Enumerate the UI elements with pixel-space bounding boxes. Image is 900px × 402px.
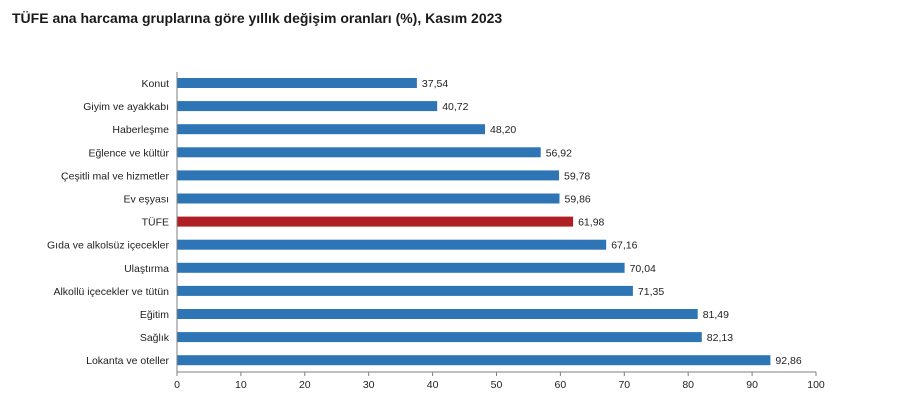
category-label: Eğlence ve kültür (88, 147, 169, 159)
x-tick-label: 40 (427, 379, 439, 391)
category-label: Ev eşyası (123, 194, 169, 206)
x-tick-label: 70 (618, 379, 630, 391)
value-label: 61,98 (578, 217, 604, 229)
value-label: 82,13 (707, 332, 733, 344)
value-label: 92,86 (775, 355, 801, 367)
x-tick-label: 0 (174, 379, 180, 391)
category-label: Lokanta ve oteller (86, 355, 169, 367)
bar-highlight (177, 216, 574, 227)
category-label: Ulaştırma (124, 263, 169, 275)
x-tick-label: 90 (746, 379, 758, 391)
category-label: TÜFE (142, 217, 169, 229)
value-label: 56,92 (546, 147, 572, 159)
x-tick-label: 30 (363, 379, 375, 391)
value-label: 40,72 (442, 101, 468, 113)
value-label: 59,78 (564, 170, 590, 182)
bars-layer (177, 78, 771, 366)
x-tick-label: 100 (807, 379, 825, 391)
bar (177, 332, 702, 343)
bar (177, 78, 417, 88)
x-tick-label: 10 (235, 379, 247, 391)
bar (177, 239, 607, 250)
bar (177, 355, 771, 366)
bar (177, 193, 560, 204)
value-label: 71,35 (638, 286, 664, 298)
value-label: 48,20 (490, 124, 516, 136)
value-label: 67,16 (611, 240, 637, 252)
value-label: 70,04 (630, 263, 656, 275)
category-label: Alkollü içecekler ve tütün (53, 286, 169, 298)
category-label: Haberleşme (112, 124, 169, 136)
category-label: Sağlık (140, 332, 170, 344)
bar (177, 101, 438, 112)
x-axis: 0 10 20 30 40 50 60 70 80 90 100 (174, 72, 825, 391)
category-label: Giyim ve ayakkabı (83, 101, 169, 113)
x-tick-label: 50 (491, 379, 503, 391)
bar (177, 285, 633, 296)
category-label: Eğitim (140, 309, 169, 321)
value-label: 81,49 (703, 309, 729, 321)
value-labels: 37,54 40,72 48,20 56,92 59,78 59,86 61,98 67,16… (422, 78, 802, 367)
x-tick-label: 20 (299, 379, 311, 391)
bar (177, 124, 485, 135)
chart-title: TÜFE ana harcama gruplarına göre yıllık … (12, 10, 503, 26)
bar (177, 170, 559, 181)
x-tick-label: 60 (555, 379, 567, 391)
bar (177, 262, 625, 273)
category-label: Çeşitli mal ve hizmetler (61, 170, 169, 182)
x-tick-label: 80 (682, 379, 694, 391)
bar (177, 147, 541, 158)
value-label: 37,54 (422, 78, 448, 90)
category-label: Gıda ve alkolsüz içecekler (47, 240, 169, 252)
bar (177, 309, 698, 319)
category-labels: Konut Giyim ve ayakkabı Haberleşme Eğlence … (47, 78, 170, 367)
category-label: Konut (142, 78, 170, 90)
value-label: 59,86 (565, 194, 591, 206)
